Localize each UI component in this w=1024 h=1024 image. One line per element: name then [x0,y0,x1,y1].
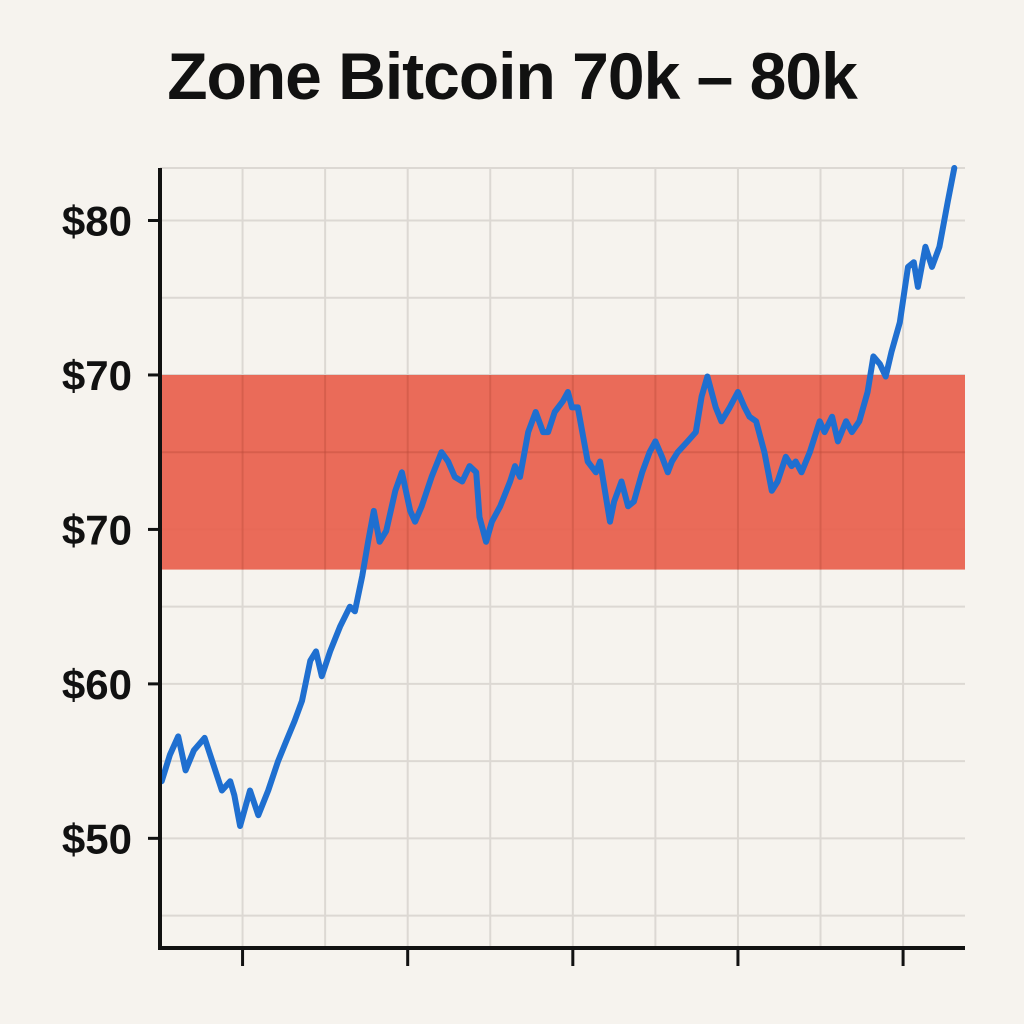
highlight-zone-band [160,374,965,570]
y-axis-labels: $80 $70 $70 $60 $50 [62,198,132,863]
axes [148,168,965,966]
chart-title: Zone Bitcoin 70k – 80k [167,39,858,113]
price-line [158,165,958,829]
y-tick-label: $70 [62,352,132,399]
y-tick-label: $50 [62,815,132,862]
y-tick-label: $80 [62,198,132,245]
y-tick-label: $70 [62,506,132,553]
y-tick-label: $60 [62,661,132,708]
